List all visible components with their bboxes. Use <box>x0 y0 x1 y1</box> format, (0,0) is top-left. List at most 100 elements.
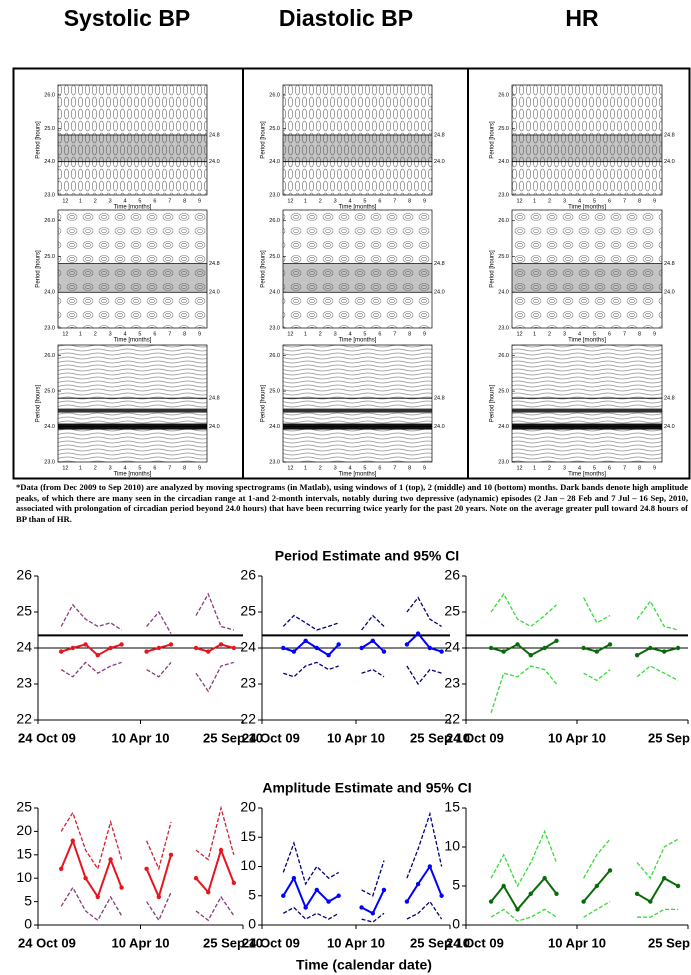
x-tick-label: 5 <box>593 465 596 471</box>
x-tick-label: 8 <box>183 465 186 471</box>
y-tick-label: 20 <box>240 799 256 815</box>
marker-label: 24.8 <box>664 396 675 402</box>
x-tick-label: 2 <box>319 331 322 337</box>
y-tick-label: 26 <box>444 567 460 583</box>
plot-frame <box>511 84 663 196</box>
data-point <box>326 899 331 904</box>
x-tick-label: 3 <box>334 331 337 337</box>
x-tick-label: 6 <box>608 198 611 204</box>
x-tick-label: 12 <box>516 331 522 337</box>
marker-label: 24.0 <box>664 424 675 430</box>
data-point <box>415 631 421 636</box>
x-tick-label: 6 <box>153 465 156 471</box>
caption: *Data (from Dec 2009 to Sep 2010) are an… <box>16 482 688 524</box>
y-tick-label: 22 <box>16 711 32 727</box>
y-tick-label: 25.0 <box>269 389 280 395</box>
data-point <box>336 893 341 898</box>
spectrogram-band <box>512 263 662 293</box>
x-tick-label: 4 <box>578 465 581 471</box>
data-point <box>314 645 320 651</box>
x-tick-label: 12 <box>516 465 522 471</box>
y-axis-label: Period [hours] <box>36 121 42 159</box>
x-tick-label: 8 <box>638 198 641 204</box>
data-point <box>144 649 149 654</box>
x-tick-label: 2 <box>319 198 322 204</box>
y-tick-label: 25 <box>16 799 32 815</box>
marker-label: 24.0 <box>664 290 675 296</box>
x-tick-label: 24 Oct 09 <box>18 730 76 745</box>
data-point <box>108 857 113 862</box>
data-point <box>528 653 533 658</box>
data-point <box>291 876 297 881</box>
x-tick-label: 9 <box>198 465 201 471</box>
x-axis-label: Time [months] <box>339 338 377 344</box>
y-tick-label: 26.0 <box>498 92 509 98</box>
data-point <box>488 645 494 651</box>
x-tick-label: 2 <box>319 465 322 471</box>
y-tick-label: 25 <box>16 603 32 619</box>
data-point <box>206 890 211 895</box>
x-tick-label: 4 <box>578 198 581 204</box>
x-tick-label: 3 <box>563 465 566 471</box>
x-tick-label: 10 Apr 10 <box>327 935 385 950</box>
section-title: Period Estimate and 95% CI <box>275 548 459 564</box>
spectrogram-texture <box>512 345 662 462</box>
y-tick-label: 25.0 <box>498 389 509 395</box>
x-tick-label: 2 <box>548 331 551 337</box>
x-tick-label: 1 <box>533 465 536 471</box>
y-tick-label: 24.0 <box>498 159 509 165</box>
y-tick-label: 23.0 <box>269 325 280 331</box>
x-tick-label: 4 <box>349 465 352 471</box>
data-point <box>515 907 520 912</box>
data-point <box>359 645 364 651</box>
data-point <box>83 876 88 881</box>
spectrogram-texture <box>58 210 207 328</box>
data-point <box>554 638 559 643</box>
data-point <box>291 649 297 654</box>
x-tick-label: 7 <box>393 198 396 204</box>
x-tick-label: 1 <box>533 331 536 337</box>
x-axis-label: Time [months] <box>568 205 606 211</box>
y-axis-label: Period [hours] <box>261 384 267 422</box>
x-tick-label: 10 Apr 10 <box>327 730 385 745</box>
data-point <box>314 887 320 893</box>
plot-frame <box>282 209 433 329</box>
x-tick-label: 4 <box>124 331 127 337</box>
data-point <box>206 649 211 654</box>
x-tick-label: 7 <box>623 465 626 471</box>
panel-title: Systolic BP <box>64 5 191 31</box>
x-tick-label: 2 <box>94 465 97 471</box>
x-tick-label: 2 <box>94 198 97 204</box>
spectrogram-texture <box>512 85 662 195</box>
y-tick-label: 26 <box>16 567 32 583</box>
y-tick-label: 24 <box>444 639 460 655</box>
x-tick-label: 5 <box>138 198 141 204</box>
figure-frame <box>12 67 691 480</box>
series-line <box>283 661 442 686</box>
marker-label: 24.0 <box>434 159 445 165</box>
x-tick-label: 24 Oct 09 <box>446 730 504 745</box>
x-tick-label: 5 <box>593 331 596 337</box>
x-tick-label: 3 <box>563 331 566 337</box>
x-tick-label: 3 <box>109 198 112 204</box>
marker-label: 24.8 <box>209 132 220 138</box>
y-tick-label: 25 <box>444 603 460 619</box>
marker-label: 24.8 <box>209 396 220 402</box>
x-tick-label: 1 <box>79 465 82 471</box>
data-point <box>218 642 224 647</box>
y-tick-label: 25.0 <box>498 254 509 260</box>
series-line <box>490 901 679 922</box>
x-tick-label: 25 Sep 10 <box>203 935 263 950</box>
data-point <box>427 864 433 869</box>
x-tick-label: 3 <box>109 331 112 337</box>
plot-frame <box>57 344 208 463</box>
x-tick-label: 1 <box>79 331 82 337</box>
x-tick-label: 9 <box>653 198 656 204</box>
data-point <box>415 881 421 887</box>
y-tick-label: 5 <box>24 892 32 908</box>
data-point <box>303 638 308 643</box>
x-tick-label: 24 Oct 09 <box>242 935 300 950</box>
x-tick-label: 9 <box>423 331 426 337</box>
marker-label: 24.8 <box>434 132 445 138</box>
